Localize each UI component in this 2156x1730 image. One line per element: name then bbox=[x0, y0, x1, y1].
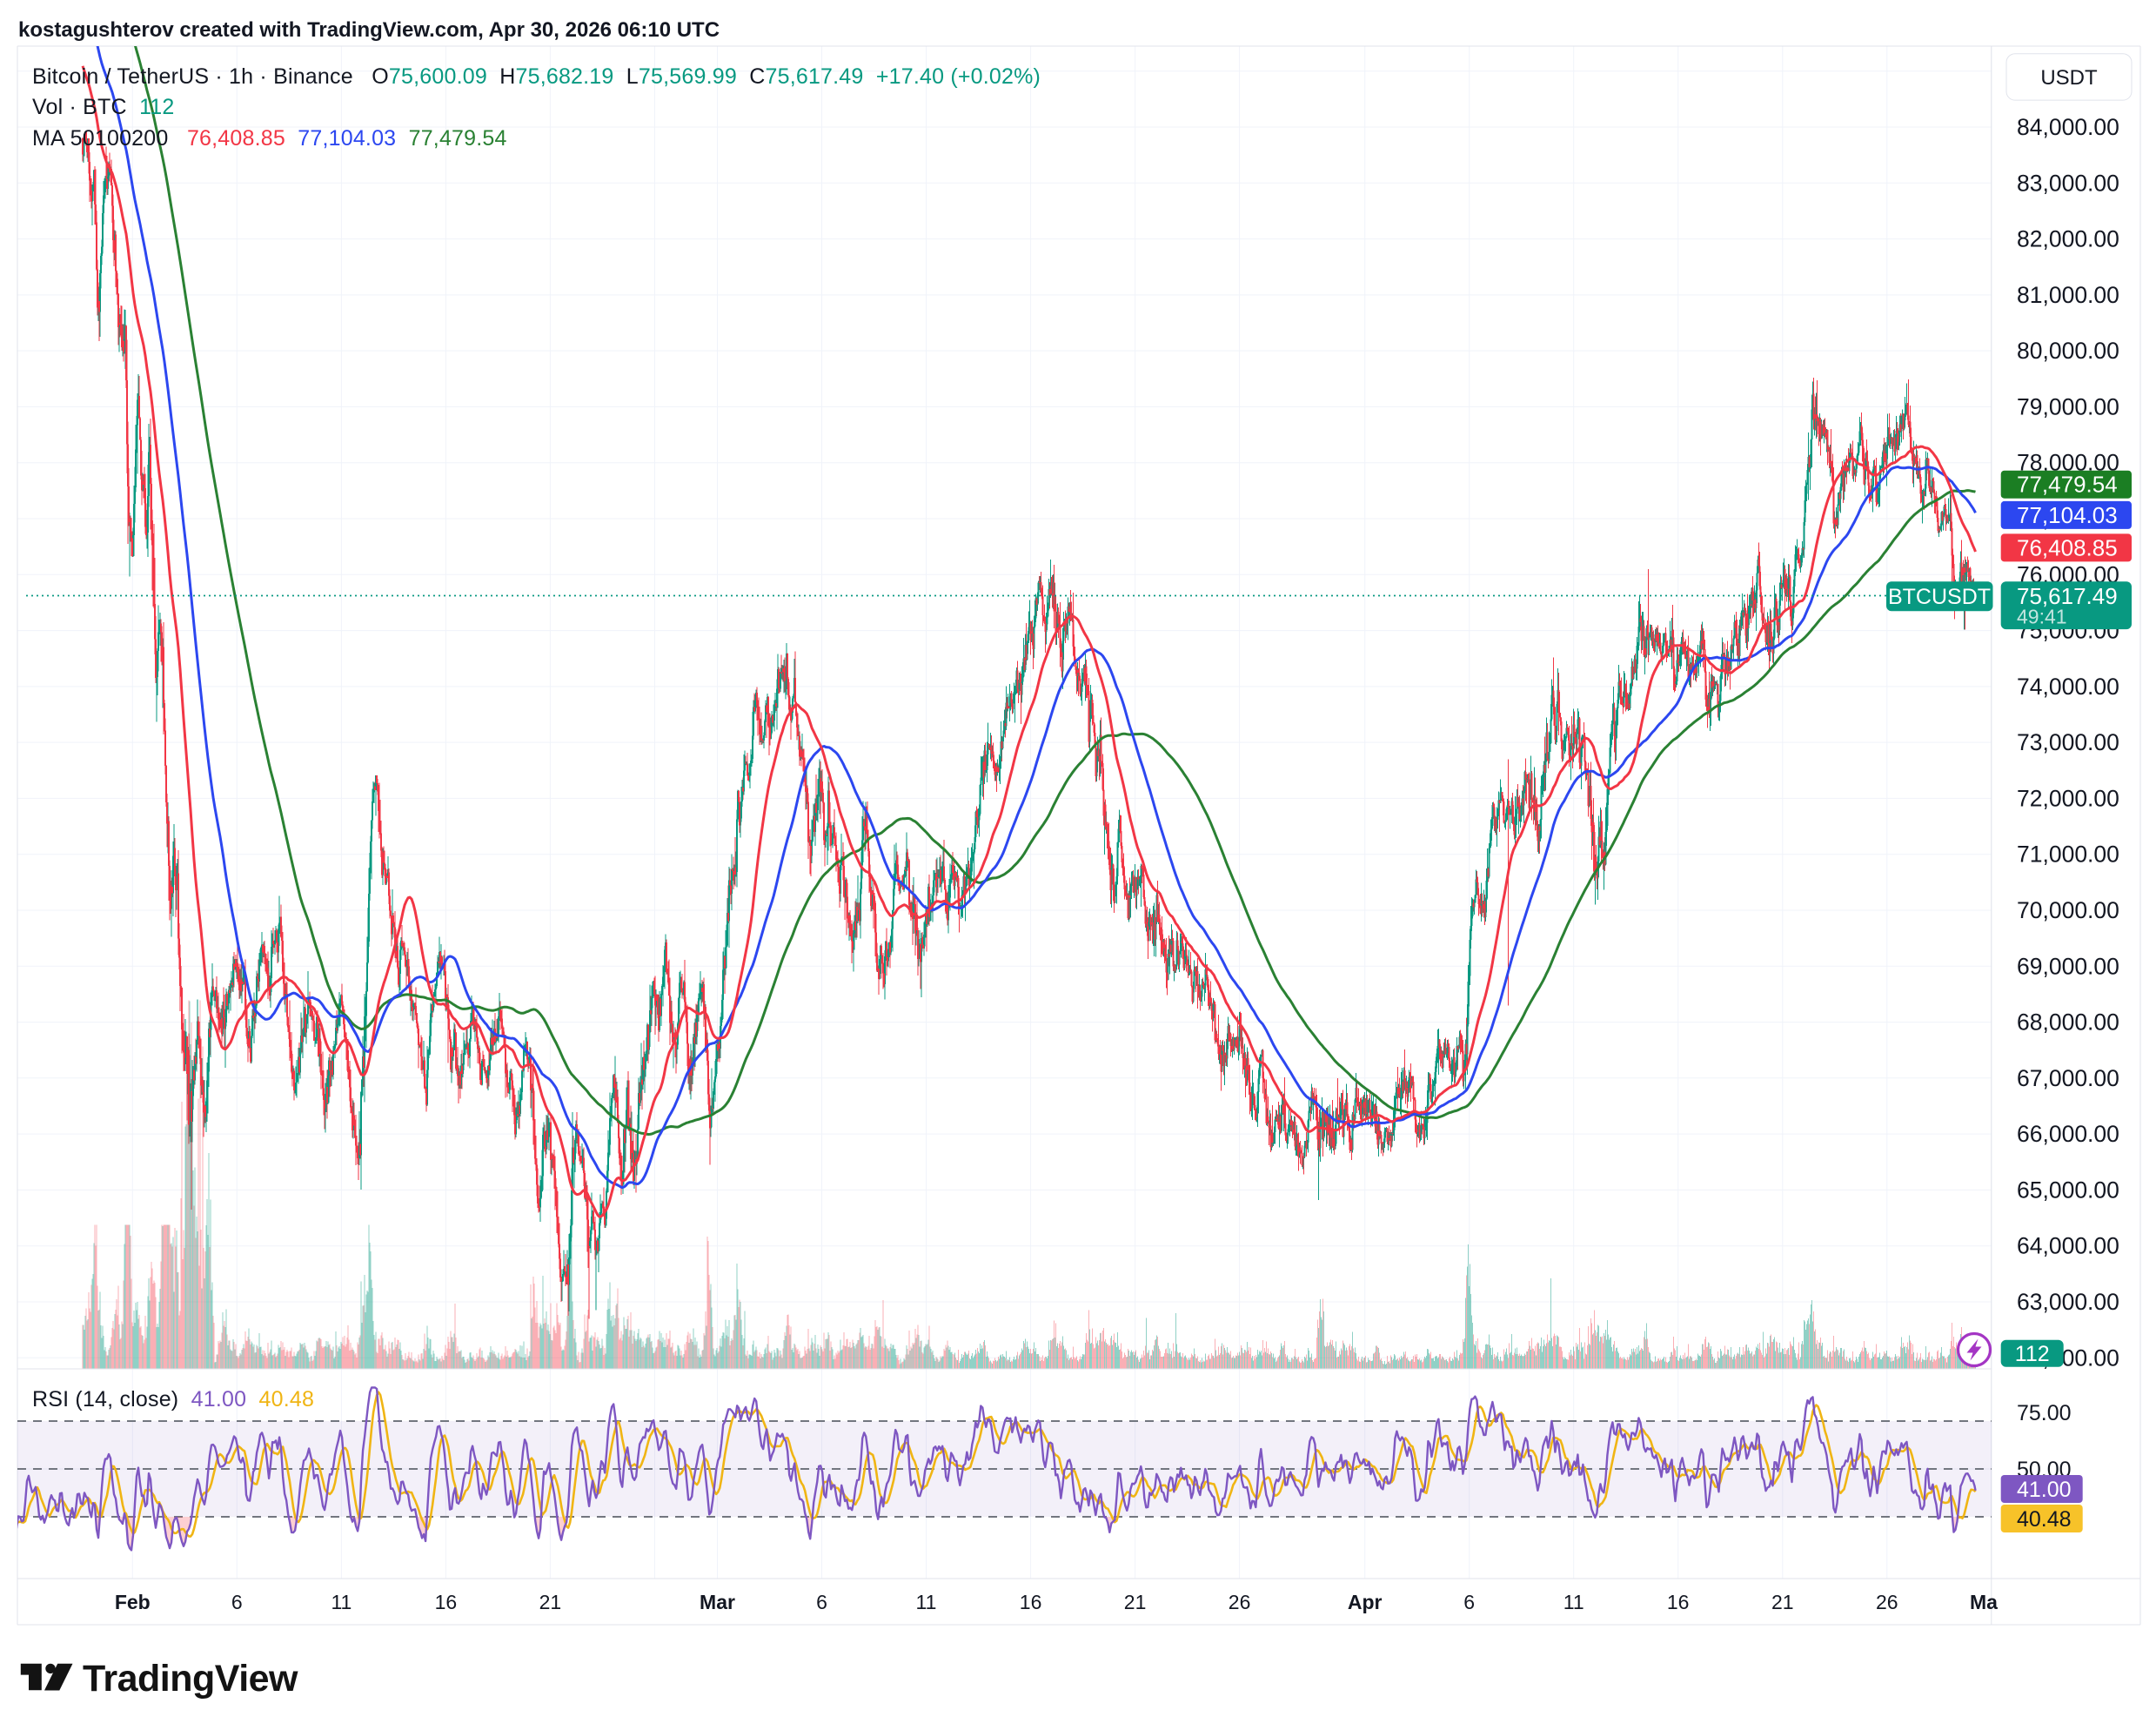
svg-text:16: 16 bbox=[435, 1591, 458, 1613]
svg-text:84,000.00: 84,000.00 bbox=[2017, 114, 2119, 140]
svg-text:26: 26 bbox=[1876, 1591, 1898, 1613]
svg-text:76,408.85: 76,408.85 bbox=[2017, 534, 2118, 560]
svg-text:Bitcoin / TetherUS · 1h · Bina: Bitcoin / TetherUS · 1h · Binance O75,60… bbox=[32, 64, 1041, 89]
svg-text:6: 6 bbox=[231, 1591, 243, 1613]
svg-text:11: 11 bbox=[331, 1591, 352, 1613]
svg-text:67,000.00: 67,000.00 bbox=[2017, 1065, 2119, 1091]
svg-text:RSI (14, close) 41.00 40.48: RSI (14, close) 41.00 40.48 bbox=[32, 1387, 314, 1411]
svg-text:kostagushterov created with Tr: kostagushterov created with TradingView.… bbox=[18, 18, 720, 42]
svg-text:80,000.00: 80,000.00 bbox=[2017, 338, 2119, 364]
svg-text:Vol · BTC 112: Vol · BTC 112 bbox=[32, 95, 175, 119]
svg-text:41.00: 41.00 bbox=[2017, 1478, 2072, 1502]
svg-text:Apr: Apr bbox=[1348, 1591, 1383, 1613]
svg-text:Ma: Ma bbox=[1970, 1591, 1998, 1613]
svg-text:USDT: USDT bbox=[2040, 66, 2098, 90]
svg-text:75,617.49: 75,617.49 bbox=[2017, 583, 2118, 609]
svg-text:70,000.00: 70,000.00 bbox=[2017, 897, 2119, 923]
svg-text:Feb: Feb bbox=[115, 1591, 151, 1613]
svg-text:11: 11 bbox=[1563, 1591, 1584, 1613]
svg-text:63,000.00: 63,000.00 bbox=[2017, 1289, 2119, 1315]
svg-text:77,479.54: 77,479.54 bbox=[2017, 472, 2118, 498]
svg-text:BTCUSDT: BTCUSDT bbox=[1888, 585, 1991, 609]
svg-text:21: 21 bbox=[1771, 1591, 1794, 1613]
svg-text:64,000.00: 64,000.00 bbox=[2017, 1233, 2119, 1259]
svg-text:112: 112 bbox=[2015, 1342, 2050, 1366]
svg-text:74,000.00: 74,000.00 bbox=[2017, 674, 2119, 700]
svg-text:83,000.00: 83,000.00 bbox=[2017, 170, 2119, 196]
svg-text:21: 21 bbox=[539, 1591, 562, 1613]
svg-text:79,000.00: 79,000.00 bbox=[2017, 393, 2119, 419]
svg-text:6: 6 bbox=[816, 1591, 827, 1613]
svg-text:82,000.00: 82,000.00 bbox=[2017, 226, 2119, 252]
svg-text:71,000.00: 71,000.00 bbox=[2017, 842, 2119, 868]
svg-text:26: 26 bbox=[1229, 1591, 1251, 1613]
svg-text:MA 50100200 76,408.85 77,10: MA 50100200 76,408.85 77,104.03 77,479.5… bbox=[32, 126, 507, 151]
svg-text:40.48: 40.48 bbox=[2017, 1507, 2072, 1532]
svg-text:66,000.00: 66,000.00 bbox=[2017, 1121, 2119, 1147]
svg-text:81,000.00: 81,000.00 bbox=[2017, 282, 2119, 308]
svg-text:49:41: 49:41 bbox=[2017, 606, 2067, 628]
svg-text:68,000.00: 68,000.00 bbox=[2017, 1009, 2119, 1036]
svg-text:69,000.00: 69,000.00 bbox=[2017, 953, 2119, 979]
svg-text:72,000.00: 72,000.00 bbox=[2017, 785, 2119, 811]
svg-text:73,000.00: 73,000.00 bbox=[2017, 729, 2119, 755]
svg-text:TradingView: TradingView bbox=[83, 1658, 298, 1700]
svg-text:77,104.03: 77,104.03 bbox=[2017, 502, 2118, 528]
svg-text:6: 6 bbox=[1463, 1591, 1475, 1613]
svg-text:16: 16 bbox=[1667, 1591, 1690, 1613]
svg-text:16: 16 bbox=[1020, 1591, 1042, 1613]
svg-text:11: 11 bbox=[916, 1591, 937, 1613]
svg-text:21: 21 bbox=[1124, 1591, 1147, 1613]
svg-text:Mar: Mar bbox=[700, 1591, 735, 1613]
svg-text:75.00: 75.00 bbox=[2017, 1401, 2072, 1425]
svg-text:65,000.00: 65,000.00 bbox=[2017, 1177, 2119, 1203]
